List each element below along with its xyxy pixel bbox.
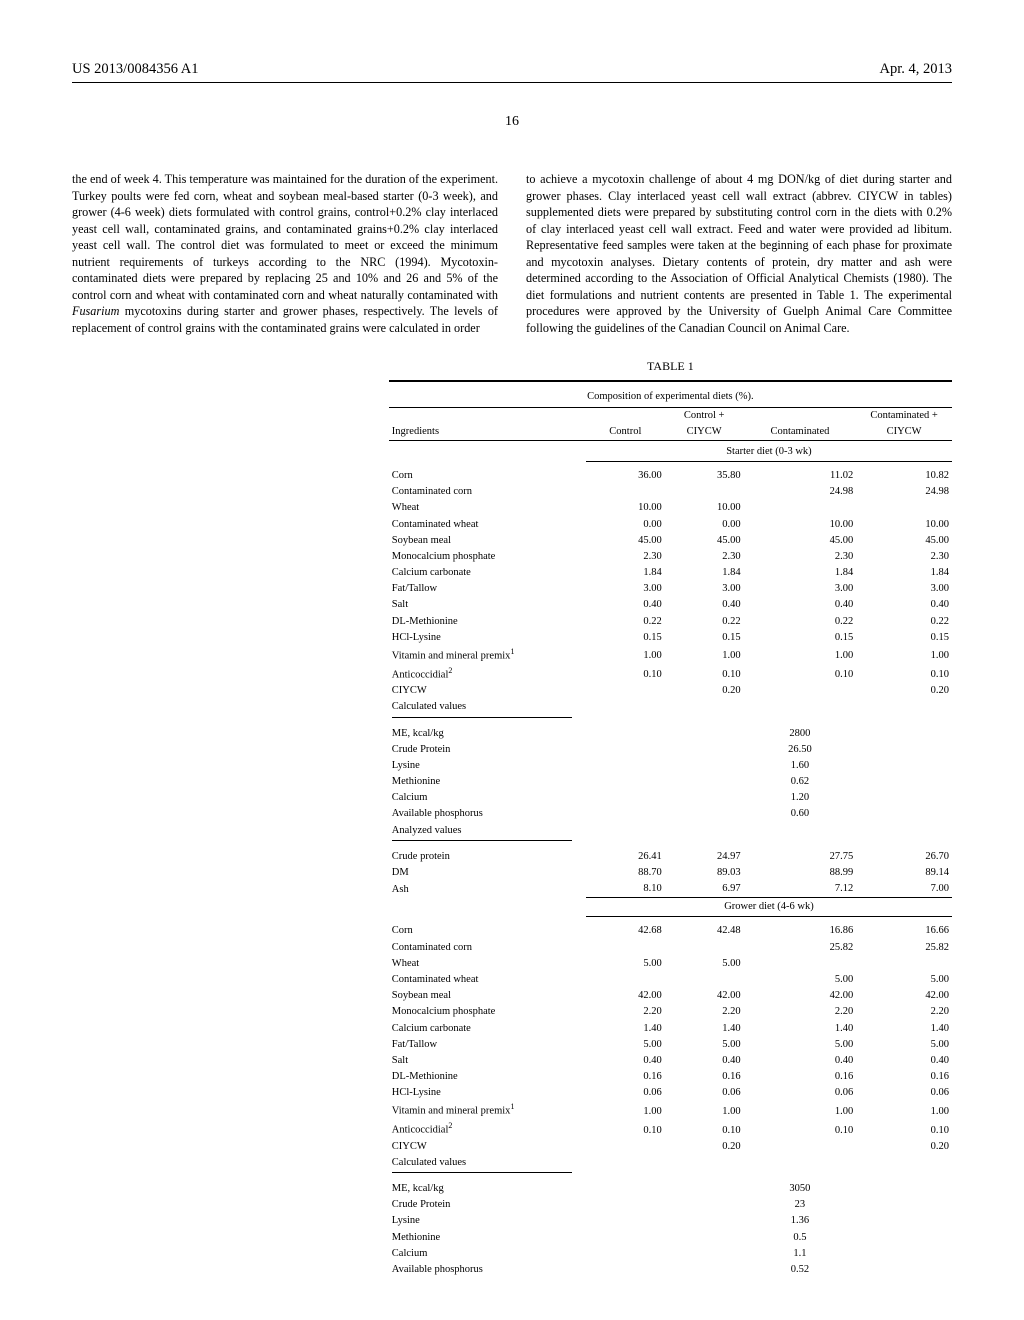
table-caption: Composition of experimental diets (%). — [389, 386, 952, 407]
table-row: Soybean meal45.0045.0045.0045.00 — [389, 533, 952, 549]
premix-row: Vitamin and mineral premix11.001.001.001… — [389, 646, 952, 665]
calc-row: Available phosphorus0.52 — [389, 1262, 952, 1278]
calc-row: Crude Protein26.50 — [389, 742, 952, 758]
table-1: Composition of experimental diets (%). C… — [389, 380, 952, 1278]
left-col-italic: Fusarium — [72, 304, 119, 318]
calc-row: Crude Protein23 — [389, 1197, 952, 1213]
table-row: Wheat10.0010.00 — [389, 500, 952, 516]
calc-row: Calcium1.1 — [389, 1246, 952, 1262]
table-row: Fat/Tallow5.005.005.005.00 — [389, 1037, 952, 1053]
calc-row: Lysine1.36 — [389, 1213, 952, 1229]
anticoc-row: Anticoccidial20.100.100.100.10 — [389, 665, 952, 684]
table-row: Contaminated wheat5.005.00 — [389, 972, 952, 988]
table-row: HCl-Lysine0.150.150.150.15 — [389, 630, 952, 646]
table-label: TABLE 1 — [389, 358, 952, 374]
header-row-1: Control + Contaminated + — [389, 407, 952, 424]
calc-label-row: Calculated values — [389, 699, 952, 715]
left-col-p2: mycotoxins during starter and grower pha… — [72, 304, 498, 334]
grower-diet-label: Grower diet (4-6 wk) — [586, 898, 952, 917]
doc-number: US 2013/0084356 A1 — [72, 60, 199, 80]
table-row: Contaminated wheat0.000.0010.0010.00 — [389, 517, 952, 533]
calc-row: Available phosphorus0.60 — [389, 806, 952, 822]
hdr-contaminated: Contaminated — [744, 424, 857, 441]
analyzed-row: Crude protein26.4124.9727.7526.70 — [389, 849, 952, 865]
table-row: Monocalcium phosphate2.302.302.302.30 — [389, 549, 952, 565]
left-column: the end of week 4. This temperature was … — [72, 171, 498, 336]
ciycw-row-2: CIYCW0.200.20 — [389, 1139, 952, 1155]
table-row: Monocalcium phosphate2.202.202.202.20 — [389, 1004, 952, 1020]
table-row: Soybean meal42.0042.0042.0042.00 — [389, 988, 952, 1004]
analyzed-row: DM88.7089.0388.9989.14 — [389, 865, 952, 881]
doc-date: Apr. 4, 2013 — [880, 60, 953, 80]
table-row: Fat/Tallow3.003.003.003.00 — [389, 581, 952, 597]
analyzed-row: Ash8.106.977.127.00 — [389, 881, 952, 898]
anticoc-row-2: Anticoccidial20.100.100.100.10 — [389, 1120, 952, 1139]
hdr-ciycw-1: CIYCW — [665, 424, 744, 441]
body-columns: the end of week 4. This temperature was … — [72, 171, 952, 336]
premix-row-2: Vitamin and mineral premix11.001.001.001… — [389, 1101, 952, 1120]
calc-row: ME, kcal/kg2800 — [389, 726, 952, 742]
ciycw-row: CIYCW0.200.20 — [389, 683, 952, 699]
table-row: Calcium carbonate1.841.841.841.84 — [389, 565, 952, 581]
table-row: DL-Methionine0.220.220.220.22 — [389, 614, 952, 630]
hdr-ingredients: Ingredients — [389, 424, 586, 441]
hdr-control: Control — [586, 424, 665, 441]
table-row: Salt0.400.400.400.40 — [389, 1053, 952, 1069]
calc-row: Lysine1.60 — [389, 758, 952, 774]
table-1-wrap: TABLE 1 Composition of experimental diet… — [389, 358, 952, 1278]
page-number: 16 — [72, 113, 952, 132]
table-row: Calcium carbonate1.401.401.401.40 — [389, 1021, 952, 1037]
hdr-contam-plus: Contaminated + — [856, 407, 952, 424]
right-column: to achieve a mycotoxin challenge of abou… — [526, 171, 952, 336]
calc-row: ME, kcal/kg3050 — [389, 1181, 952, 1197]
calc-row: Calcium1.20 — [389, 790, 952, 806]
right-col-p: to achieve a mycotoxin challenge of abou… — [526, 172, 952, 334]
starter-diet-label: Starter diet (0-3 wk) — [586, 440, 952, 461]
header-row-2: Ingredients Control CIYCW Contaminated C… — [389, 424, 952, 441]
hdr-control-plus: Control + — [665, 407, 744, 424]
hdr-ciycw-2: CIYCW — [856, 424, 952, 441]
table-row: Contaminated corn24.9824.98 — [389, 484, 952, 500]
table-row: HCl-Lysine0.060.060.060.06 — [389, 1085, 952, 1101]
calc-label-row-2: Calculated values — [389, 1155, 952, 1171]
table-row: Corn42.6842.4816.8616.66 — [389, 923, 952, 939]
table-row: Wheat5.005.00 — [389, 956, 952, 972]
table-row: Corn36.0035.8011.0210.82 — [389, 468, 952, 484]
calc-row: Methionine0.5 — [389, 1230, 952, 1246]
table-row: Contaminated corn25.8225.82 — [389, 940, 952, 956]
table-row: Salt0.400.400.400.40 — [389, 597, 952, 613]
analyzed-label-row: Analyzed values — [389, 823, 952, 839]
table-row: DL-Methionine0.160.160.160.16 — [389, 1069, 952, 1085]
page-header: US 2013/0084356 A1 Apr. 4, 2013 — [72, 60, 952, 83]
left-col-p1: the end of week 4. This temperature was … — [72, 172, 498, 301]
calc-row: Methionine0.62 — [389, 774, 952, 790]
